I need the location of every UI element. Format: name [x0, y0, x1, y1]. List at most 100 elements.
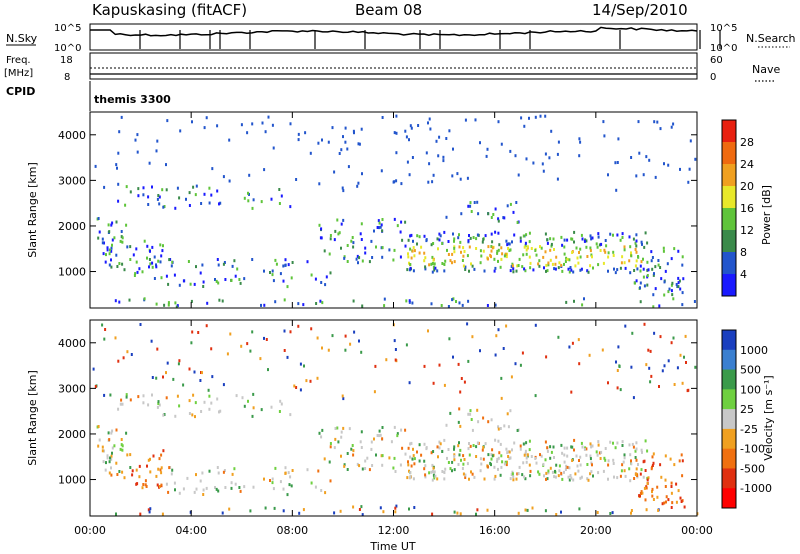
echo-cell	[199, 379, 202, 382]
echo-cell	[600, 450, 603, 454]
echo-cell	[554, 267, 557, 271]
echo-cell	[511, 470, 514, 474]
echo-cell	[543, 474, 545, 478]
echo-cell	[340, 222, 343, 226]
colorbar-swatch	[722, 369, 736, 390]
velocity-colorbar-label: Velocity [m s⁻¹]	[762, 375, 775, 460]
echo-cell	[157, 194, 160, 197]
echo-cell	[413, 249, 416, 253]
echo-cell	[251, 330, 254, 334]
echo-cell	[149, 262, 152, 266]
echo-cell	[479, 349, 481, 353]
echo-cell	[643, 486, 646, 490]
echo-cell	[413, 506, 416, 509]
echo-cell	[147, 203, 150, 206]
echo-cell	[240, 344, 243, 348]
echo-cell	[589, 454, 592, 458]
echo-cell	[455, 300, 457, 303]
echo-cell	[675, 283, 678, 286]
echo-cell	[97, 425, 100, 428]
power-heatmap	[94, 114, 697, 309]
echo-cell	[214, 486, 216, 489]
echo-cell	[679, 496, 682, 500]
echo-cell	[361, 467, 364, 471]
colorbar-tick-label: 500	[740, 364, 761, 377]
echo-cell	[683, 505, 686, 509]
echo-cell	[490, 232, 493, 236]
echo-cell	[217, 489, 220, 493]
echo-cell	[491, 454, 494, 458]
velocity-heatmap	[92, 322, 699, 517]
echo-cell	[400, 428, 403, 432]
echo-cell	[116, 166, 118, 170]
echo-cell	[444, 259, 447, 263]
echo-cell	[409, 442, 412, 446]
echo-cell	[453, 447, 455, 451]
echo-cell	[393, 217, 396, 221]
echo-cell	[117, 182, 120, 186]
echo-cell	[689, 139, 692, 143]
echo-cell	[251, 206, 254, 210]
echo-cell	[409, 471, 412, 474]
echo-cell	[494, 266, 497, 270]
echo-cell	[540, 454, 543, 458]
echo-cell	[639, 492, 642, 495]
echo-cell	[575, 454, 578, 458]
echo-cell	[381, 116, 384, 119]
echo-cell	[672, 336, 675, 340]
echo-cell	[341, 186, 344, 190]
echo-cell	[139, 323, 142, 326]
echo-cell	[431, 470, 434, 473]
echo-cell	[410, 441, 413, 445]
colorbar-tick-label: 24	[740, 158, 754, 171]
echo-cell	[589, 234, 592, 238]
echo-cell	[574, 472, 577, 476]
echo-cell	[635, 279, 638, 283]
echo-cell	[447, 253, 450, 256]
freq-panel	[89, 52, 698, 80]
echo-cell	[216, 397, 219, 401]
echo-cell	[309, 151, 312, 155]
echo-cell	[525, 441, 528, 445]
echo-cell	[393, 339, 396, 343]
echo-cell	[647, 348, 650, 352]
echo-cell	[155, 149, 158, 153]
echo-cell	[399, 230, 402, 234]
echo-cell	[118, 470, 121, 473]
echo-cell	[497, 467, 499, 471]
echo-cell	[433, 268, 436, 272]
echo-cell	[537, 470, 540, 474]
echo-cell	[304, 131, 307, 135]
echo-cell	[511, 262, 514, 266]
echo-cell	[394, 348, 397, 351]
echo-cell	[669, 457, 672, 461]
echo-cell	[97, 444, 100, 448]
echo-cell	[677, 249, 680, 253]
echo-cell	[416, 450, 418, 454]
echo-cell	[286, 285, 289, 289]
echo-cell	[438, 232, 441, 236]
echo-cell	[523, 124, 526, 128]
echo-cell	[103, 185, 106, 189]
echo-cell	[679, 287, 682, 291]
freq-unit-label: [MHz]	[4, 68, 33, 79]
echo-cell	[401, 446, 404, 450]
colorbar-tick-label: -25	[740, 423, 758, 436]
echo-cell	[646, 482, 649, 485]
echo-cell	[649, 349, 652, 353]
echo-cell	[506, 412, 509, 416]
echo-cell	[102, 460, 105, 464]
echo-cell	[425, 151, 428, 155]
echo-cell	[517, 472, 520, 475]
echo-cell	[641, 491, 644, 495]
echo-cell	[379, 506, 382, 510]
echo-cell	[602, 120, 605, 124]
echo-cell	[323, 457, 326, 461]
echo-cell	[607, 251, 610, 255]
echo-cell	[578, 251, 580, 254]
echo-cell	[569, 474, 572, 477]
echo-cell	[135, 247, 138, 251]
echo-cell	[433, 476, 436, 480]
echo-cell	[208, 186, 211, 190]
echo-cell	[528, 231, 531, 235]
